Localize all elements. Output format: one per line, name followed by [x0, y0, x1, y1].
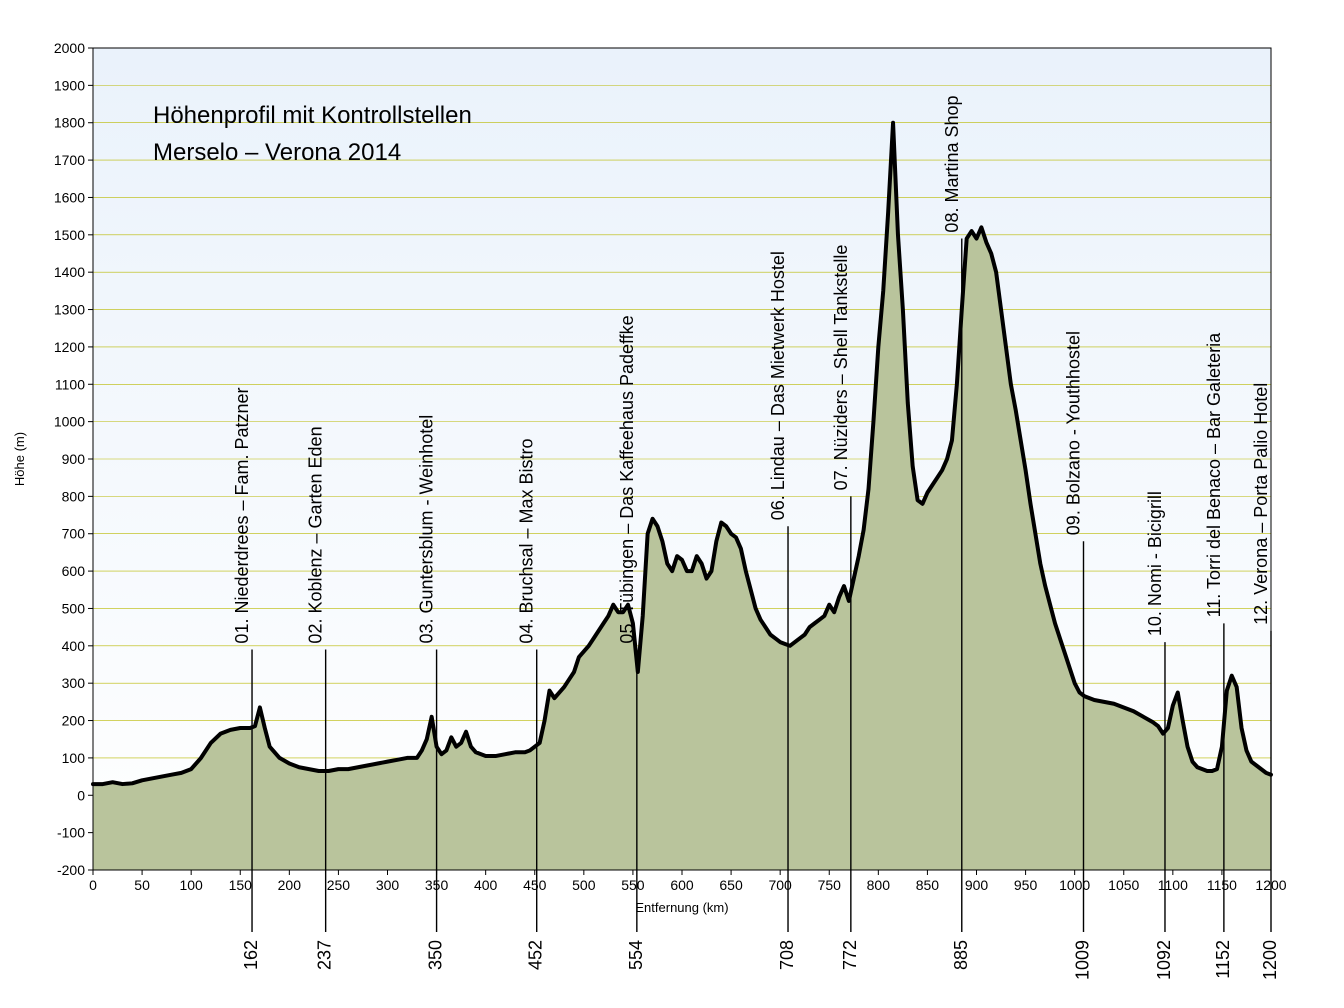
checkpoint-km: 772 — [840, 940, 860, 970]
y-tick-label: 1300 — [54, 302, 85, 318]
x-tick-label: 0 — [89, 877, 97, 893]
y-tick-label: 800 — [62, 488, 86, 504]
x-tick-label: 150 — [229, 877, 253, 893]
x-tick-label: 550 — [621, 877, 645, 893]
x-tick-label: 900 — [965, 877, 989, 893]
checkpoint-label: 02. Koblenz – Garten Eden — [306, 426, 326, 643]
checkpoint-km: 162 — [241, 940, 261, 970]
checkpoint-km: 708 — [777, 940, 797, 970]
y-tick-label: -100 — [57, 825, 85, 841]
x-tick-label: 800 — [867, 877, 891, 893]
checkpoint-label: 11. Torri del Benaco – Bar Galeteria — [1204, 332, 1224, 617]
x-tick-label: 650 — [719, 877, 743, 893]
elevation-profile-chart: -200-10001002003004005006007008009001000… — [0, 0, 1344, 1008]
x-tick-label: 250 — [327, 877, 351, 893]
checkpoint-label: 07. Nüziders – Shell Tankstelle — [831, 245, 851, 491]
y-tick-label: 1600 — [54, 189, 85, 205]
checkpoint-km: 554 — [626, 940, 646, 970]
y-tick-label: 400 — [62, 638, 86, 654]
y-tick-label: 500 — [62, 600, 86, 616]
x-tick-label: 50 — [134, 877, 150, 893]
checkpoint-label: 04. Bruchsal – Max Bistro — [517, 438, 537, 643]
x-tick-label: 600 — [670, 877, 694, 893]
x-tick-label: 450 — [523, 877, 547, 893]
checkpoint-label: 06. Lindau – Das Mietwerk Hostel — [768, 251, 788, 520]
y-tick-label: -200 — [57, 862, 85, 878]
x-tick-label: 500 — [572, 877, 596, 893]
x-tick-label: 400 — [474, 877, 498, 893]
checkpoint-label: 08. Martina Shop — [942, 95, 962, 232]
checkpoint-label: 01. Niederdrees – Fam. Patzner — [232, 387, 252, 643]
y-tick-label: 100 — [62, 750, 86, 766]
checkpoint-label: 10. Nomi - Bicigrill — [1145, 491, 1165, 636]
y-tick-label: 900 — [62, 451, 86, 467]
x-tick-label: 850 — [916, 877, 940, 893]
chart-title-2: Merselo – Verona 2014 — [153, 139, 401, 166]
x-tick-label: 1050 — [1108, 877, 1139, 893]
y-tick-label: 1100 — [55, 376, 85, 392]
checkpoint-km: 1152 — [1213, 940, 1233, 979]
y-tick-label: 0 — [77, 787, 85, 803]
x-tick-label: 1000 — [1059, 877, 1090, 893]
y-tick-label: 1000 — [54, 414, 85, 430]
x-tick-label: 300 — [376, 877, 400, 893]
y-tick-label: 1900 — [54, 77, 85, 93]
checkpoint-km: 1200 — [1260, 940, 1280, 980]
y-tick-label: 1500 — [54, 227, 85, 243]
y-tick-label: 2000 — [54, 40, 85, 56]
x-tick-label: 100 — [179, 877, 203, 893]
checkpoint-label: 12. Verona – Porta Palio Hotel — [1251, 383, 1271, 625]
checkpoint-km: 885 — [951, 940, 971, 970]
y-tick-label: 1200 — [54, 339, 85, 355]
checkpoint-km: 237 — [315, 940, 335, 970]
chart-title-1: Höhenprofil mit Kontrollstellen — [153, 102, 472, 129]
chart-svg: -200-10001002003004005006007008009001000… — [0, 0, 1344, 1008]
y-tick-label: 1800 — [54, 115, 85, 131]
x-tick-label: 1150 — [1207, 877, 1237, 893]
x-tick-label: 950 — [1014, 877, 1038, 893]
checkpoint-label: 05. Tübingen – Das Kaffeehaus Padeffke — [617, 315, 637, 643]
y-tick-label: 600 — [62, 563, 86, 579]
checkpoint-km: 1009 — [1073, 940, 1093, 980]
y-tick-label: 1400 — [54, 264, 85, 280]
y-tick-label: 300 — [62, 675, 86, 691]
checkpoint-km: 350 — [426, 940, 446, 970]
y-tick-label: 200 — [62, 713, 86, 729]
y-tick-label: 700 — [62, 526, 86, 542]
checkpoint-label: 03. Guntersblum - Weinhotel — [417, 415, 437, 644]
x-tick-label: 200 — [278, 877, 302, 893]
checkpoint-km: 452 — [526, 940, 546, 970]
y-tick-label: 1700 — [54, 152, 85, 168]
x-tick-label: 1100 — [1158, 877, 1188, 893]
y-axis-label: Höhe (m) — [12, 432, 27, 486]
x-tick-label: 750 — [818, 877, 842, 893]
x-axis-label: Entfernung (km) — [635, 900, 728, 915]
checkpoint-km: 1092 — [1154, 940, 1174, 980]
checkpoint-label: 09. Bolzano - Youthhostel — [1064, 331, 1084, 535]
